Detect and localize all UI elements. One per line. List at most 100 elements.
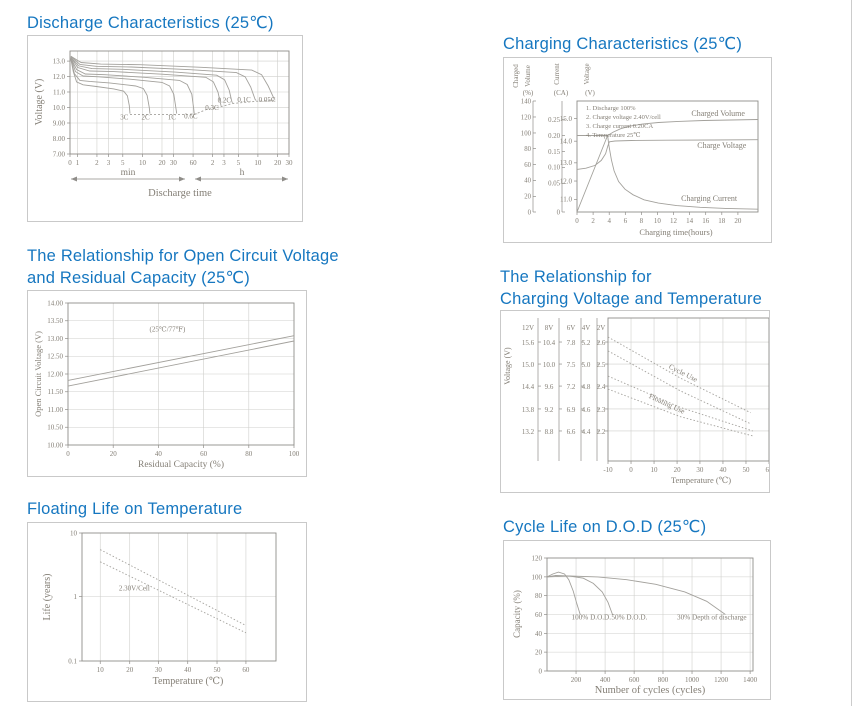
svg-text:(%): (%) [523, 89, 534, 97]
svg-text:2. Charge voltage 2.40V/cell: 2. Charge voltage 2.40V/cell [586, 114, 661, 121]
title-line-1: Discharge Characteristics (25℃) [27, 14, 274, 32]
svg-text:0: 0 [575, 217, 579, 225]
svg-text:2.6: 2.6 [597, 339, 606, 347]
svg-text:4. Temperature 25℃: 4. Temperature 25℃ [586, 131, 641, 139]
svg-text:8.8: 8.8 [545, 428, 554, 436]
svg-text:(25℃/77℉): (25℃/77℉) [150, 325, 186, 333]
svg-text:0.05C: 0.05C [259, 96, 276, 104]
svg-text:2.4: 2.4 [597, 383, 606, 391]
svg-text:10: 10 [97, 666, 105, 674]
svg-text:0.1: 0.1 [68, 657, 77, 665]
svg-text:10: 10 [651, 466, 659, 474]
floating-life-canvas: 10 1 0.1 10 20 30 40 50 60 2.30V/Cell Life (years)… [42, 529, 277, 687]
title-line-1: Floating Life on Temperature [27, 500, 243, 518]
voltage-temperature-chart-title: The Relationship for Charging Voltage and… [500, 266, 762, 310]
svg-text:0: 0 [629, 466, 633, 474]
svg-text:7.5: 7.5 [567, 361, 576, 369]
svg-text:0.20: 0.20 [548, 133, 560, 140]
svg-text:1: 1 [76, 159, 80, 167]
svg-text:20: 20 [274, 159, 282, 167]
svg-text:11.00: 11.00 [48, 406, 64, 414]
svg-text:Charged: Charged [512, 64, 520, 88]
svg-text:120: 120 [521, 114, 532, 121]
ocv-chart-panel: 14.00 13.50 13.00 12.50 12.00 11.50 11.00 10.50… [27, 290, 307, 477]
svg-text:16: 16 [702, 217, 710, 225]
svg-text:0: 0 [539, 667, 543, 675]
svg-text:14.4: 14.4 [522, 383, 535, 391]
svg-text:100% D.O.D.: 100% D.O.D. [572, 614, 612, 622]
svg-text:10: 10 [139, 159, 147, 167]
svg-text:50: 50 [742, 466, 750, 474]
svg-text:4: 4 [607, 217, 611, 225]
svg-text:10.0: 10.0 [543, 361, 556, 369]
svg-text:8V: 8V [545, 324, 554, 332]
svg-text:Life (years): Life (years) [42, 574, 53, 621]
svg-text:9.2: 9.2 [545, 406, 554, 414]
svg-text:4.6: 4.6 [582, 406, 591, 414]
svg-text:2.2: 2.2 [597, 428, 606, 436]
svg-text:6.9: 6.9 [567, 406, 576, 414]
svg-text:0.15: 0.15 [548, 149, 560, 156]
title-line-1: Charging Characteristics (25℃) [503, 35, 743, 53]
svg-text:9.00: 9.00 [53, 119, 66, 127]
svg-text:Charged Volume: Charged Volume [691, 109, 745, 118]
page-right-border [851, 0, 852, 706]
svg-text:15.6: 15.6 [522, 339, 535, 347]
svg-text:50% D.O.D.: 50% D.O.D. [611, 614, 647, 622]
svg-text:5.0: 5.0 [582, 361, 591, 369]
svg-text:Capacity (%): Capacity (%) [512, 590, 522, 638]
svg-text:Charging Current: Charging Current [681, 194, 738, 203]
svg-text:3C: 3C [120, 113, 129, 121]
svg-text:7.2: 7.2 [567, 383, 576, 391]
svg-text:11.50: 11.50 [48, 388, 64, 396]
discharge-characteristics-canvas: 13.012.011.010.09.008.007.000 1 2 3 5 10 20 30 6… [34, 50, 294, 199]
svg-text:0.2C: 0.2C [218, 97, 232, 105]
svg-text:60: 60 [190, 159, 198, 167]
svg-text:(V): (V) [585, 89, 595, 97]
svg-text:11.0: 11.0 [560, 196, 572, 204]
svg-text:2: 2 [591, 217, 595, 225]
title-line-1: Cycle Life on D.O.D (25℃) [503, 518, 707, 536]
svg-text:60: 60 [535, 611, 543, 619]
svg-text:5: 5 [121, 159, 125, 167]
svg-text:6V: 6V [567, 324, 576, 332]
svg-text:11.0: 11.0 [53, 88, 65, 96]
svg-text:8: 8 [640, 217, 644, 225]
title-line-2: Charging Voltage and Temperature [500, 290, 763, 308]
svg-text:20: 20 [734, 217, 742, 225]
svg-text:14: 14 [686, 217, 694, 225]
svg-text:30: 30 [286, 159, 294, 167]
svg-text:Charge Voltage: Charge Voltage [697, 141, 747, 150]
svg-text:2.5: 2.5 [597, 361, 606, 369]
svg-text:30: 30 [696, 466, 704, 474]
svg-text:7.00: 7.00 [53, 150, 66, 158]
svg-text:0: 0 [528, 209, 532, 216]
svg-text:60: 60 [524, 162, 531, 169]
open-circuit-voltage-canvas: 14.00 13.50 13.00 12.50 12.00 11.50 11.00 10.50… [33, 299, 300, 470]
svg-text:(CA): (CA) [554, 89, 569, 97]
svg-text:Charging time(hours): Charging time(hours) [639, 227, 712, 237]
svg-text:20: 20 [535, 649, 543, 657]
svg-text:18: 18 [718, 217, 726, 225]
svg-text:13.8: 13.8 [522, 406, 535, 414]
floating-life-chart-title: Floating Life on Temperature [27, 498, 242, 520]
svg-text:80: 80 [524, 146, 531, 153]
svg-text:Voltage (V): Voltage (V) [34, 79, 45, 126]
svg-text:Number of cycles (cycles): Number of cycles (cycles) [595, 685, 706, 696]
svg-text:600: 600 [629, 676, 640, 684]
svg-text:40: 40 [719, 466, 727, 474]
svg-text:Voltage (V): Voltage (V) [503, 347, 512, 385]
svg-text:0.25: 0.25 [548, 117, 560, 124]
svg-text:20: 20 [110, 450, 118, 458]
svg-text:10: 10 [70, 529, 78, 537]
cycle-life-chart-panel: 120 100 80 60 40 20 0 200 400 600 800 1000 1200 1400 1… [503, 540, 771, 700]
svg-text:4V: 4V [582, 324, 591, 332]
svg-text:1C: 1C [168, 113, 177, 121]
svg-text:0.6C: 0.6C [184, 112, 198, 120]
svg-text:15.0: 15.0 [522, 361, 535, 369]
charging-chart-panel: 140 120 100 80 60 40 20 0 0.25 0.20 0.15 0.10 0.05 0 1… [503, 57, 772, 243]
charging-characteristics-canvas: 1401201008060402000.250.200.150.100.0501… [512, 63, 759, 237]
svg-text:10: 10 [654, 217, 662, 225]
svg-text:12.0: 12.0 [560, 177, 573, 185]
